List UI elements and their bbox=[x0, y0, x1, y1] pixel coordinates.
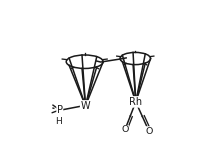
Text: O: O bbox=[145, 127, 153, 136]
Text: H: H bbox=[56, 117, 62, 127]
Text: P: P bbox=[57, 105, 63, 115]
Text: O: O bbox=[121, 126, 129, 134]
Text: W: W bbox=[81, 101, 90, 111]
Text: Rh: Rh bbox=[129, 97, 142, 107]
